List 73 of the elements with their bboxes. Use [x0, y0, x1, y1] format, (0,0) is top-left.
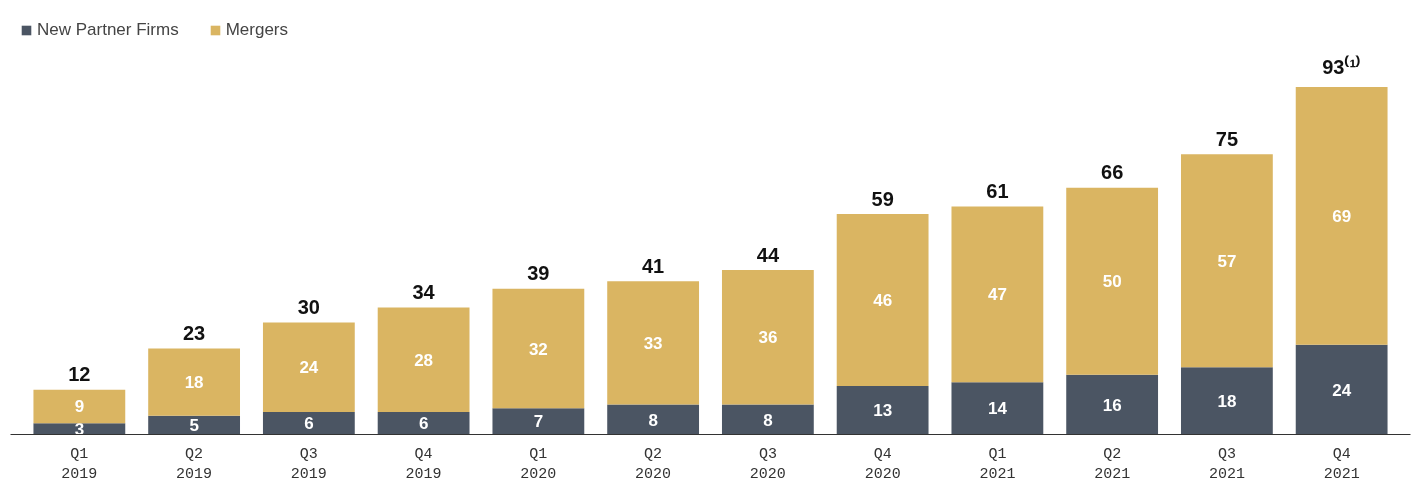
bar	[262, 322, 355, 413]
data-label: 8	[648, 410, 658, 430]
data-label: 47	[987, 285, 1007, 305]
bar	[1066, 374, 1159, 435]
x-tick-label: Q2 2019	[176, 445, 213, 483]
data-label: 8	[763, 410, 773, 430]
bar	[148, 415, 241, 435]
legend-label: New Partner Firms	[37, 20, 179, 40]
data-label: 33	[643, 333, 663, 353]
data-label: 69	[1332, 206, 1352, 226]
data-label: 7	[533, 412, 544, 432]
total-label: 59	[871, 187, 894, 210]
data-label: 24	[299, 358, 319, 378]
total-label: 12	[68, 363, 91, 386]
x-tick-label: Q3 2020	[749, 445, 786, 483]
bar	[607, 404, 700, 435]
bar	[148, 348, 241, 416]
total-label: 41	[642, 254, 665, 277]
data-label: 57	[1217, 251, 1237, 271]
bar	[1295, 86, 1388, 345]
data-label: 18	[184, 373, 204, 393]
x-tick-label: Q1 2019	[61, 445, 98, 483]
x-tick-label: Q4 2020	[864, 445, 901, 483]
data-label: 13	[873, 401, 893, 421]
data-label: 9	[74, 397, 85, 417]
data-label: 14	[987, 399, 1008, 419]
data-label: 18	[1217, 391, 1237, 411]
data-label: 24	[1332, 380, 1352, 400]
bar	[836, 385, 929, 435]
data-label: 16	[1102, 395, 1122, 415]
x-tick-label: Q1 2020	[520, 445, 557, 483]
data-label: 6	[418, 414, 429, 434]
data-label: 5	[189, 416, 199, 436]
total-label: 39	[527, 262, 550, 285]
bar	[951, 206, 1044, 383]
bar	[951, 382, 1044, 435]
bar	[492, 288, 585, 409]
data-label: 36	[758, 328, 778, 348]
data-label: 6	[304, 414, 314, 434]
total-label: 23	[182, 322, 206, 345]
x-tick-label: Q2 2020	[635, 445, 672, 483]
bar	[33, 389, 126, 424]
total-label: 30	[297, 295, 320, 318]
total-label: 93⁽¹⁾	[1322, 55, 1362, 79]
total-label: 75	[1215, 127, 1239, 150]
total-label: 44	[756, 243, 780, 266]
x-tick-label: Q3 2019	[290, 445, 327, 483]
x-tick-label: Q2 2021	[1094, 445, 1131, 483]
bar	[1180, 154, 1273, 368]
data-label: 46	[873, 290, 893, 310]
bar	[607, 281, 700, 405]
bar	[1066, 187, 1159, 375]
total-label: 66	[1101, 161, 1124, 184]
x-tick-label: Q4 2021	[1323, 445, 1360, 483]
bar	[836, 214, 929, 386]
bar	[1180, 367, 1273, 435]
bar	[377, 412, 470, 435]
total-label: 34	[412, 280, 436, 303]
legend-label: Mergers	[225, 20, 289, 40]
data-label: 32	[528, 339, 548, 359]
x-tick-label: Q3 2021	[1208, 445, 1245, 483]
total-label: 61	[986, 180, 1009, 203]
bar	[377, 307, 470, 413]
x-tick-label: Q1 2021	[979, 445, 1016, 483]
data-label: 50	[1102, 272, 1122, 292]
bar	[492, 408, 585, 435]
bar	[1295, 344, 1388, 435]
x-tick-label: Q4 2019	[405, 445, 442, 483]
bar	[262, 412, 355, 435]
data-label: 28	[414, 350, 434, 370]
bar	[721, 404, 814, 435]
bar	[721, 270, 814, 405]
bar	[33, 423, 126, 435]
